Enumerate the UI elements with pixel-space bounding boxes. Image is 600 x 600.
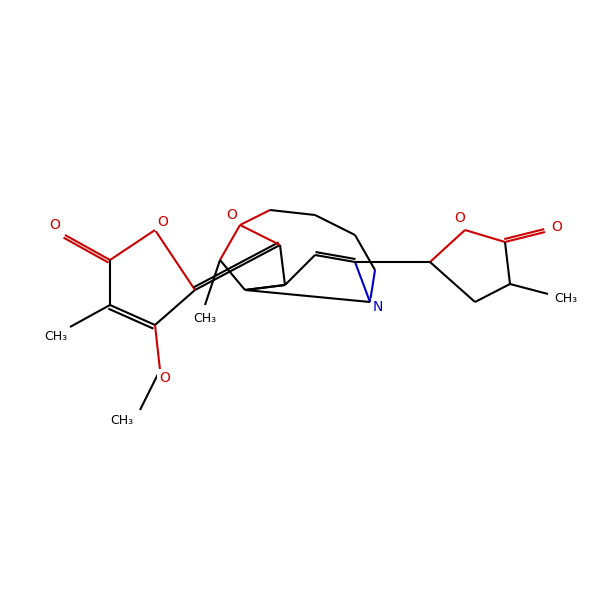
Text: O: O <box>158 215 169 229</box>
Text: O: O <box>160 371 170 385</box>
Text: N: N <box>373 300 383 314</box>
Text: O: O <box>227 208 238 222</box>
Text: O: O <box>50 218 61 232</box>
Text: CH₃: CH₃ <box>554 292 578 305</box>
Text: O: O <box>551 220 562 234</box>
Text: CH₃: CH₃ <box>44 331 68 343</box>
Text: O: O <box>455 211 466 225</box>
Text: CH₃: CH₃ <box>193 313 217 325</box>
Text: CH₃: CH₃ <box>110 413 134 427</box>
